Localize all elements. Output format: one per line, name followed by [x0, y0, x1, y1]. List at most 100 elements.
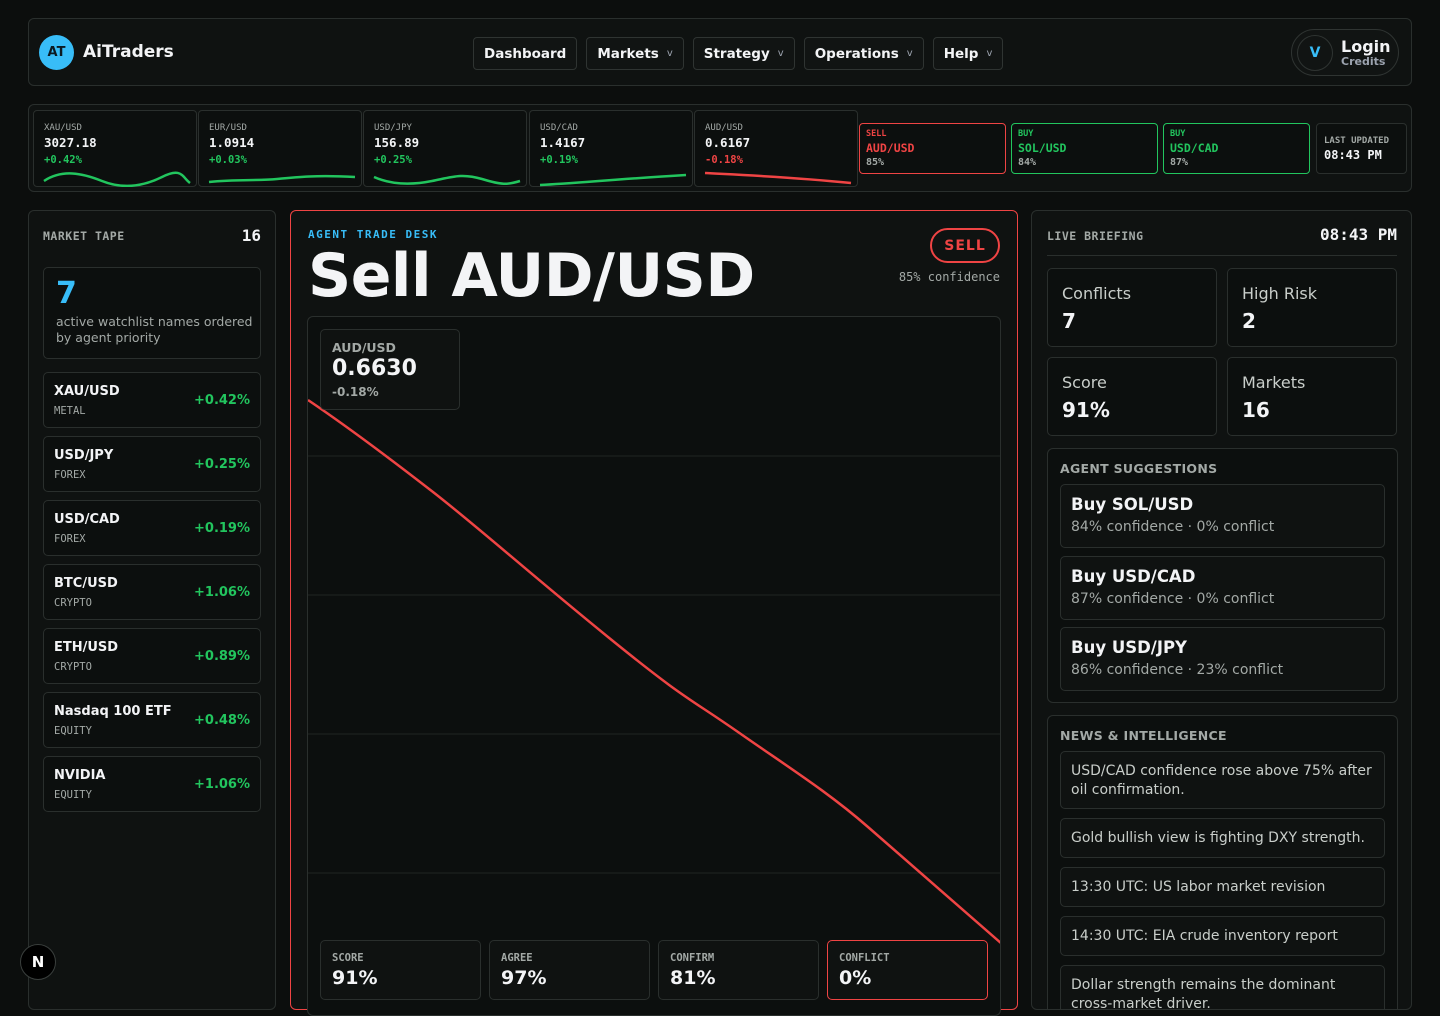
market-tape-panel: MARKET TAPE 16 7 active watchlist names … [28, 210, 276, 1010]
quote-card: AUD/USD 0.6630 -0.18% [320, 329, 460, 410]
list-item[interactable]: Nasdaq 100 ETF EQUITY +0.48% [43, 692, 261, 748]
stat-high-risk: High Risk 2 [1227, 268, 1397, 347]
asset-name: ETH/USD [54, 640, 119, 655]
nav-label: Operations [814, 45, 899, 62]
live-briefing-panel: LIVE BRIEFING 08:43 PM Conflicts 7 High … [1031, 210, 1412, 1010]
ticker-change: +0.03% [209, 154, 247, 166]
news-item[interactable]: Dollar strength remains the dominant cro… [1060, 965, 1385, 1009]
signal-sell-audusd[interactable]: SELL AUD/USD 85% [859, 123, 1006, 174]
signal-pair: USD/CAD [1170, 141, 1219, 155]
asset-category: EQUITY [54, 725, 92, 737]
stat-label: Markets [1242, 373, 1306, 392]
list-item[interactable]: NVIDIA EQUITY +1.06% [43, 756, 261, 812]
asset-name: USD/JPY [54, 448, 114, 463]
login-label: Login [1341, 37, 1391, 56]
nav-operations[interactable]: Operations v [803, 37, 924, 70]
nav-label: Strategy [703, 45, 770, 62]
news-item[interactable]: USD/CAD confidence rose above 75% after … [1060, 751, 1385, 809]
asset-category: EQUITY [54, 789, 92, 801]
signal-confidence: 84% [1018, 157, 1037, 168]
suggestion-detail: 87% confidence · 0% conflict [1071, 591, 1275, 607]
news-intelligence: NEWS & INTELLIGENCE USD/CAD confidence r… [1047, 715, 1398, 1009]
asset-change: +0.25% [194, 457, 250, 472]
list-item[interactable]: USD/JPY FOREX +0.25% [43, 436, 261, 492]
metric-value: 0% [839, 967, 872, 989]
metric-value: 97% [501, 967, 547, 989]
agent-suggestions: AGENT SUGGESTIONS Buy SOL/USD 84% confid… [1047, 448, 1398, 703]
desk-label: AGENT TRADE DESK [308, 228, 438, 241]
signal-action: SELL [866, 129, 887, 139]
sell-badge[interactable]: SELL [930, 228, 1000, 263]
ticker-card-usdjpy[interactable]: USD/JPY 156.89 +0.25% [363, 110, 527, 187]
floating-n-button[interactable]: N [20, 944, 56, 980]
nav-dashboard[interactable]: Dashboard [473, 37, 578, 70]
list-item[interactable]: BTC/USD CRYPTO +1.06% [43, 564, 261, 620]
asset-name: XAU/USD [54, 384, 120, 399]
signal-pair: SOL/USD [1018, 141, 1067, 155]
last-updated: LAST UPDATED 08:43 PM [1316, 123, 1407, 174]
price-chart[interactable]: AUD/USD 0.6630 -0.18% [307, 316, 1001, 1016]
list-item[interactable]: USD/CAD FOREX +0.19% [43, 500, 261, 556]
asset-change: +0.19% [194, 521, 250, 536]
ticker-symbol: USD/JPY [374, 123, 412, 133]
section-title: AGENT SUGGESTIONS [1060, 461, 1218, 476]
price-chart-svg [308, 398, 1000, 944]
suggestion-card[interactable]: Buy SOL/USD 84% confidence · 0% conflict [1060, 484, 1385, 548]
signal-confidence: 85% [866, 157, 885, 168]
stat-markets: Markets 16 [1227, 357, 1397, 436]
sparkline [373, 174, 521, 185]
asset-category: FOREX [54, 533, 86, 545]
ticker-change: -0.18% [705, 154, 743, 166]
nav-help[interactable]: Help v [932, 37, 1004, 70]
ticker-symbol: AUD/USD [705, 123, 743, 133]
suggestion-title: Buy USD/JPY [1071, 638, 1188, 657]
stat-value: 91% [1062, 398, 1110, 422]
suggestion-card[interactable]: Buy USD/JPY 86% confidence · 23% conflic… [1060, 627, 1385, 691]
sparkline [43, 171, 191, 187]
asset-change: +0.48% [194, 713, 250, 728]
ticker-symbol: USD/CAD [540, 123, 578, 133]
news-item[interactable]: Gold bullish view is fighting DXY streng… [1060, 818, 1385, 858]
quote-symbol: AUD/USD [332, 340, 396, 355]
watchlist-summary: 7 active watchlist names ordered by agen… [43, 267, 261, 359]
list-item[interactable]: XAU/USD METAL +0.42% [43, 372, 261, 428]
ticker-card-usdcad[interactable]: USD/CAD 1.4167 +0.19% [529, 110, 693, 187]
suggestion-card[interactable]: Buy USD/CAD 87% confidence · 0% conflict [1060, 556, 1385, 620]
chevron-down-icon: v [777, 48, 784, 59]
signal-buy-solusd[interactable]: BUY SOL/USD 84% [1011, 123, 1158, 174]
page-title: Sell AUD/USD [308, 241, 755, 311]
logo-badge[interactable]: AT [39, 35, 74, 70]
asset-name: USD/CAD [54, 512, 120, 527]
ticker-card-xauusd[interactable]: XAU/USD 3027.18 +0.42% [33, 110, 197, 187]
suggestion-title: Buy SOL/USD [1071, 495, 1194, 514]
avatar: V [1297, 35, 1333, 71]
active-count: 7 [56, 276, 77, 311]
top-header: AT AiTraders Dashboard Markets v Strategy… [28, 18, 1412, 86]
news-item[interactable]: 14:30 UTC: EIA crude inventory report [1060, 916, 1385, 956]
ticker-strip: XAU/USD 3027.18 +0.42% EUR/USD 1.0914 +0… [28, 104, 1412, 192]
ticker-card-eurusd[interactable]: EUR/USD 1.0914 +0.03% [198, 110, 362, 187]
nav-label: Markets [597, 45, 659, 62]
nav-markets[interactable]: Markets v [586, 37, 684, 70]
stat-label: Conflicts [1062, 284, 1132, 303]
asset-change: +1.06% [194, 585, 250, 600]
briefing-time: 08:43 PM [1319, 225, 1397, 244]
sparkline [208, 174, 356, 184]
divider [1047, 255, 1397, 256]
asset-category: FOREX [54, 469, 86, 481]
signal-buy-usdcad[interactable]: BUY USD/CAD 87% [1163, 123, 1310, 174]
tape-count: 16 [241, 226, 261, 245]
ticker-card-audusd[interactable]: AUD/USD 0.6167 -0.18% [694, 110, 858, 187]
list-item[interactable]: ETH/USD CRYPTO +0.89% [43, 628, 261, 684]
brand-name[interactable]: AiTraders [83, 42, 174, 62]
chevron-down-icon: v [906, 48, 913, 59]
news-item[interactable]: 13:30 UTC: US labor market revision [1060, 867, 1385, 907]
login-button[interactable]: V Login Credits [1291, 29, 1399, 76]
ticker-change: +0.42% [44, 154, 82, 166]
stat-label: High Risk [1242, 284, 1318, 303]
ticker-price: 3027.18 [44, 135, 97, 150]
nav-strategy[interactable]: Strategy v [692, 37, 795, 70]
last-updated-label: LAST UPDATED [1324, 136, 1390, 146]
signal-pair: AUD/USD [866, 141, 915, 155]
stat-value: 2 [1242, 309, 1256, 333]
